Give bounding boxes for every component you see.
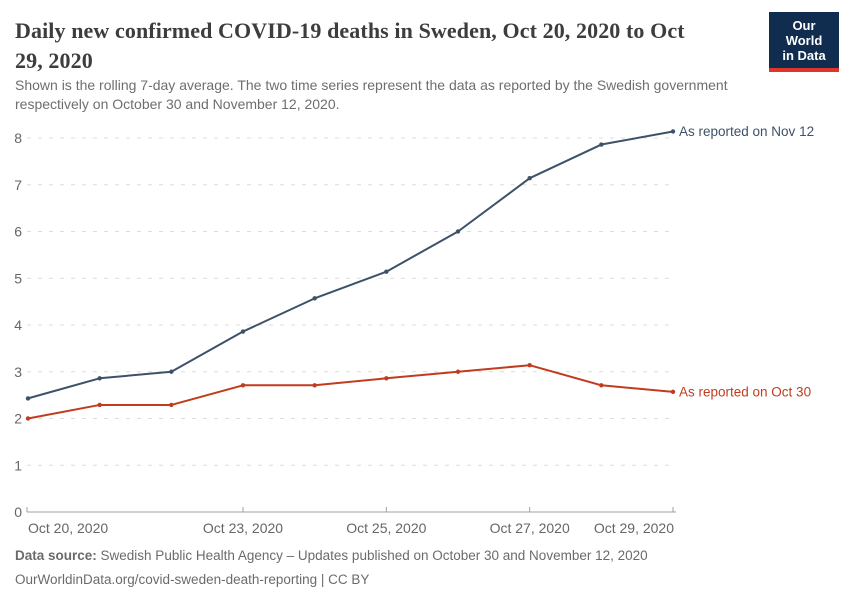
data-point[interactable] xyxy=(384,376,389,381)
data-source-label: Data source: xyxy=(15,548,97,563)
page-title-line-1: Daily new confirmed COVID-19 deaths in S… xyxy=(15,18,685,43)
x-tick-label: Oct 25, 2020 xyxy=(346,520,426,536)
owid-logo: Our World in Data xyxy=(769,12,839,72)
y-tick-label: 7 xyxy=(14,177,22,193)
y-tick-label: 8 xyxy=(14,130,22,146)
chart-subtitle: Shown is the rolling 7-day average. The … xyxy=(15,76,805,114)
chart-footer: Data source: Swedish Public Health Agenc… xyxy=(15,544,835,592)
data-point[interactable] xyxy=(240,383,246,388)
y-tick-label: 0 xyxy=(14,504,22,520)
data-source-line: Data source: Swedish Public Health Agenc… xyxy=(15,544,835,568)
page-title-line-2: 29, 2020 xyxy=(15,48,93,73)
x-tick-label: Oct 27, 2020 xyxy=(490,520,570,536)
y-tick-label: 5 xyxy=(14,270,22,286)
y-tick-label: 6 xyxy=(14,224,22,240)
series-line-1[interactable] xyxy=(27,364,674,420)
data-point[interactable] xyxy=(169,369,174,374)
data-point[interactable] xyxy=(527,176,532,181)
data-point[interactable] xyxy=(25,416,31,421)
data-point[interactable] xyxy=(670,389,676,395)
y-tick-label: 4 xyxy=(14,317,22,333)
data-point[interactable] xyxy=(240,329,246,334)
data-point[interactable] xyxy=(312,383,317,388)
data-point[interactable] xyxy=(25,396,31,401)
x-tick-label: Oct 29, 2020 xyxy=(594,520,674,536)
data-point[interactable] xyxy=(670,129,676,134)
chart-subtitle-line-2: respectively on October 30 and November … xyxy=(15,96,340,112)
data-point[interactable] xyxy=(97,402,102,408)
data-point[interactable] xyxy=(312,296,317,301)
source-link-line[interactable]: OurWorldinData.org/covid-sweden-death-re… xyxy=(15,572,370,587)
data-point[interactable] xyxy=(455,369,461,374)
data-point[interactable] xyxy=(527,363,532,368)
data-point[interactable] xyxy=(455,229,461,234)
y-tick-label: 1 xyxy=(14,457,22,473)
data-point[interactable] xyxy=(599,142,604,147)
series-line-0[interactable] xyxy=(27,130,674,400)
owid-logo-text-line-2: in Data xyxy=(782,48,826,63)
owid-logo-text-line-1: Our World xyxy=(785,18,823,48)
y-tick-label: 3 xyxy=(14,364,22,380)
x-tick-label: Oct 20, 2020 xyxy=(28,520,108,536)
data-source-text: Swedish Public Health Agency – Updates p… xyxy=(96,548,648,563)
y-tick-label: 2 xyxy=(14,411,22,427)
data-point[interactable] xyxy=(169,402,174,408)
chart-subtitle-line-1: Shown is the rolling 7-day average. The … xyxy=(15,77,728,93)
series-end-label-0: As reported on Nov 12 xyxy=(679,124,814,139)
data-point[interactable] xyxy=(599,383,604,388)
page-title: Daily new confirmed COVID-19 deaths in S… xyxy=(15,16,760,76)
x-tick-label: Oct 23, 2020 xyxy=(203,520,283,536)
data-point[interactable] xyxy=(384,269,389,274)
series-end-label-1: As reported on Oct 30 xyxy=(679,384,811,399)
data-point[interactable] xyxy=(97,376,102,381)
